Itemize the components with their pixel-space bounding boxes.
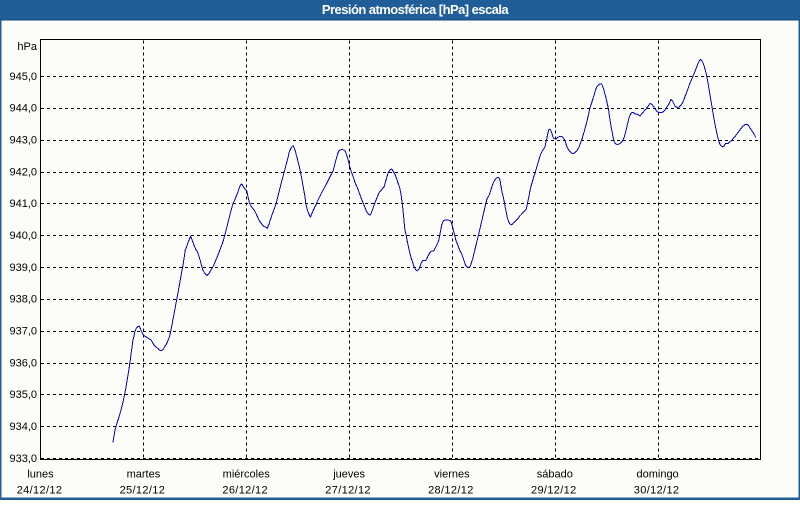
svg-text:944,0: 944,0 — [9, 103, 37, 115]
svg-text:938,0: 938,0 — [9, 294, 37, 306]
svg-text:hPa: hPa — [17, 41, 37, 53]
svg-text:937,0: 937,0 — [9, 326, 37, 338]
svg-text:lunes: lunes — [27, 469, 54, 481]
svg-text:miércoles: miércoles — [223, 469, 271, 481]
svg-text:943,0: 943,0 — [9, 135, 37, 147]
svg-text:29/12/12: 29/12/12 — [531, 485, 577, 497]
svg-text:935,0: 935,0 — [9, 389, 37, 401]
svg-text:936,0: 936,0 — [9, 357, 37, 369]
svg-text:940,0: 940,0 — [9, 230, 37, 242]
svg-text:945,0: 945,0 — [9, 71, 37, 83]
svg-text:30/12/12: 30/12/12 — [634, 485, 680, 497]
svg-text:jueves: jueves — [332, 469, 365, 481]
svg-text:24/12/12: 24/12/12 — [17, 485, 63, 497]
svg-text:25/12/12: 25/12/12 — [120, 485, 166, 497]
svg-text:viernes: viernes — [434, 469, 470, 481]
svg-text:martes: martes — [127, 469, 161, 481]
svg-text:26/12/12: 26/12/12 — [222, 485, 268, 497]
svg-text:933,0: 933,0 — [9, 453, 37, 465]
svg-text:942,0: 942,0 — [9, 166, 37, 178]
svg-text:domingo: domingo — [636, 469, 678, 481]
svg-text:939,0: 939,0 — [9, 262, 37, 274]
svg-text:934,0: 934,0 — [9, 421, 37, 433]
svg-text:sábado: sábado — [537, 469, 573, 481]
svg-text:27/12/12: 27/12/12 — [325, 485, 371, 497]
svg-text:28/12/12: 28/12/12 — [428, 485, 474, 497]
svg-text:941,0: 941,0 — [9, 198, 37, 210]
svg-text:Presión atmosférica [hPa] esca: Presión atmosférica [hPa] escala — [322, 2, 509, 17]
